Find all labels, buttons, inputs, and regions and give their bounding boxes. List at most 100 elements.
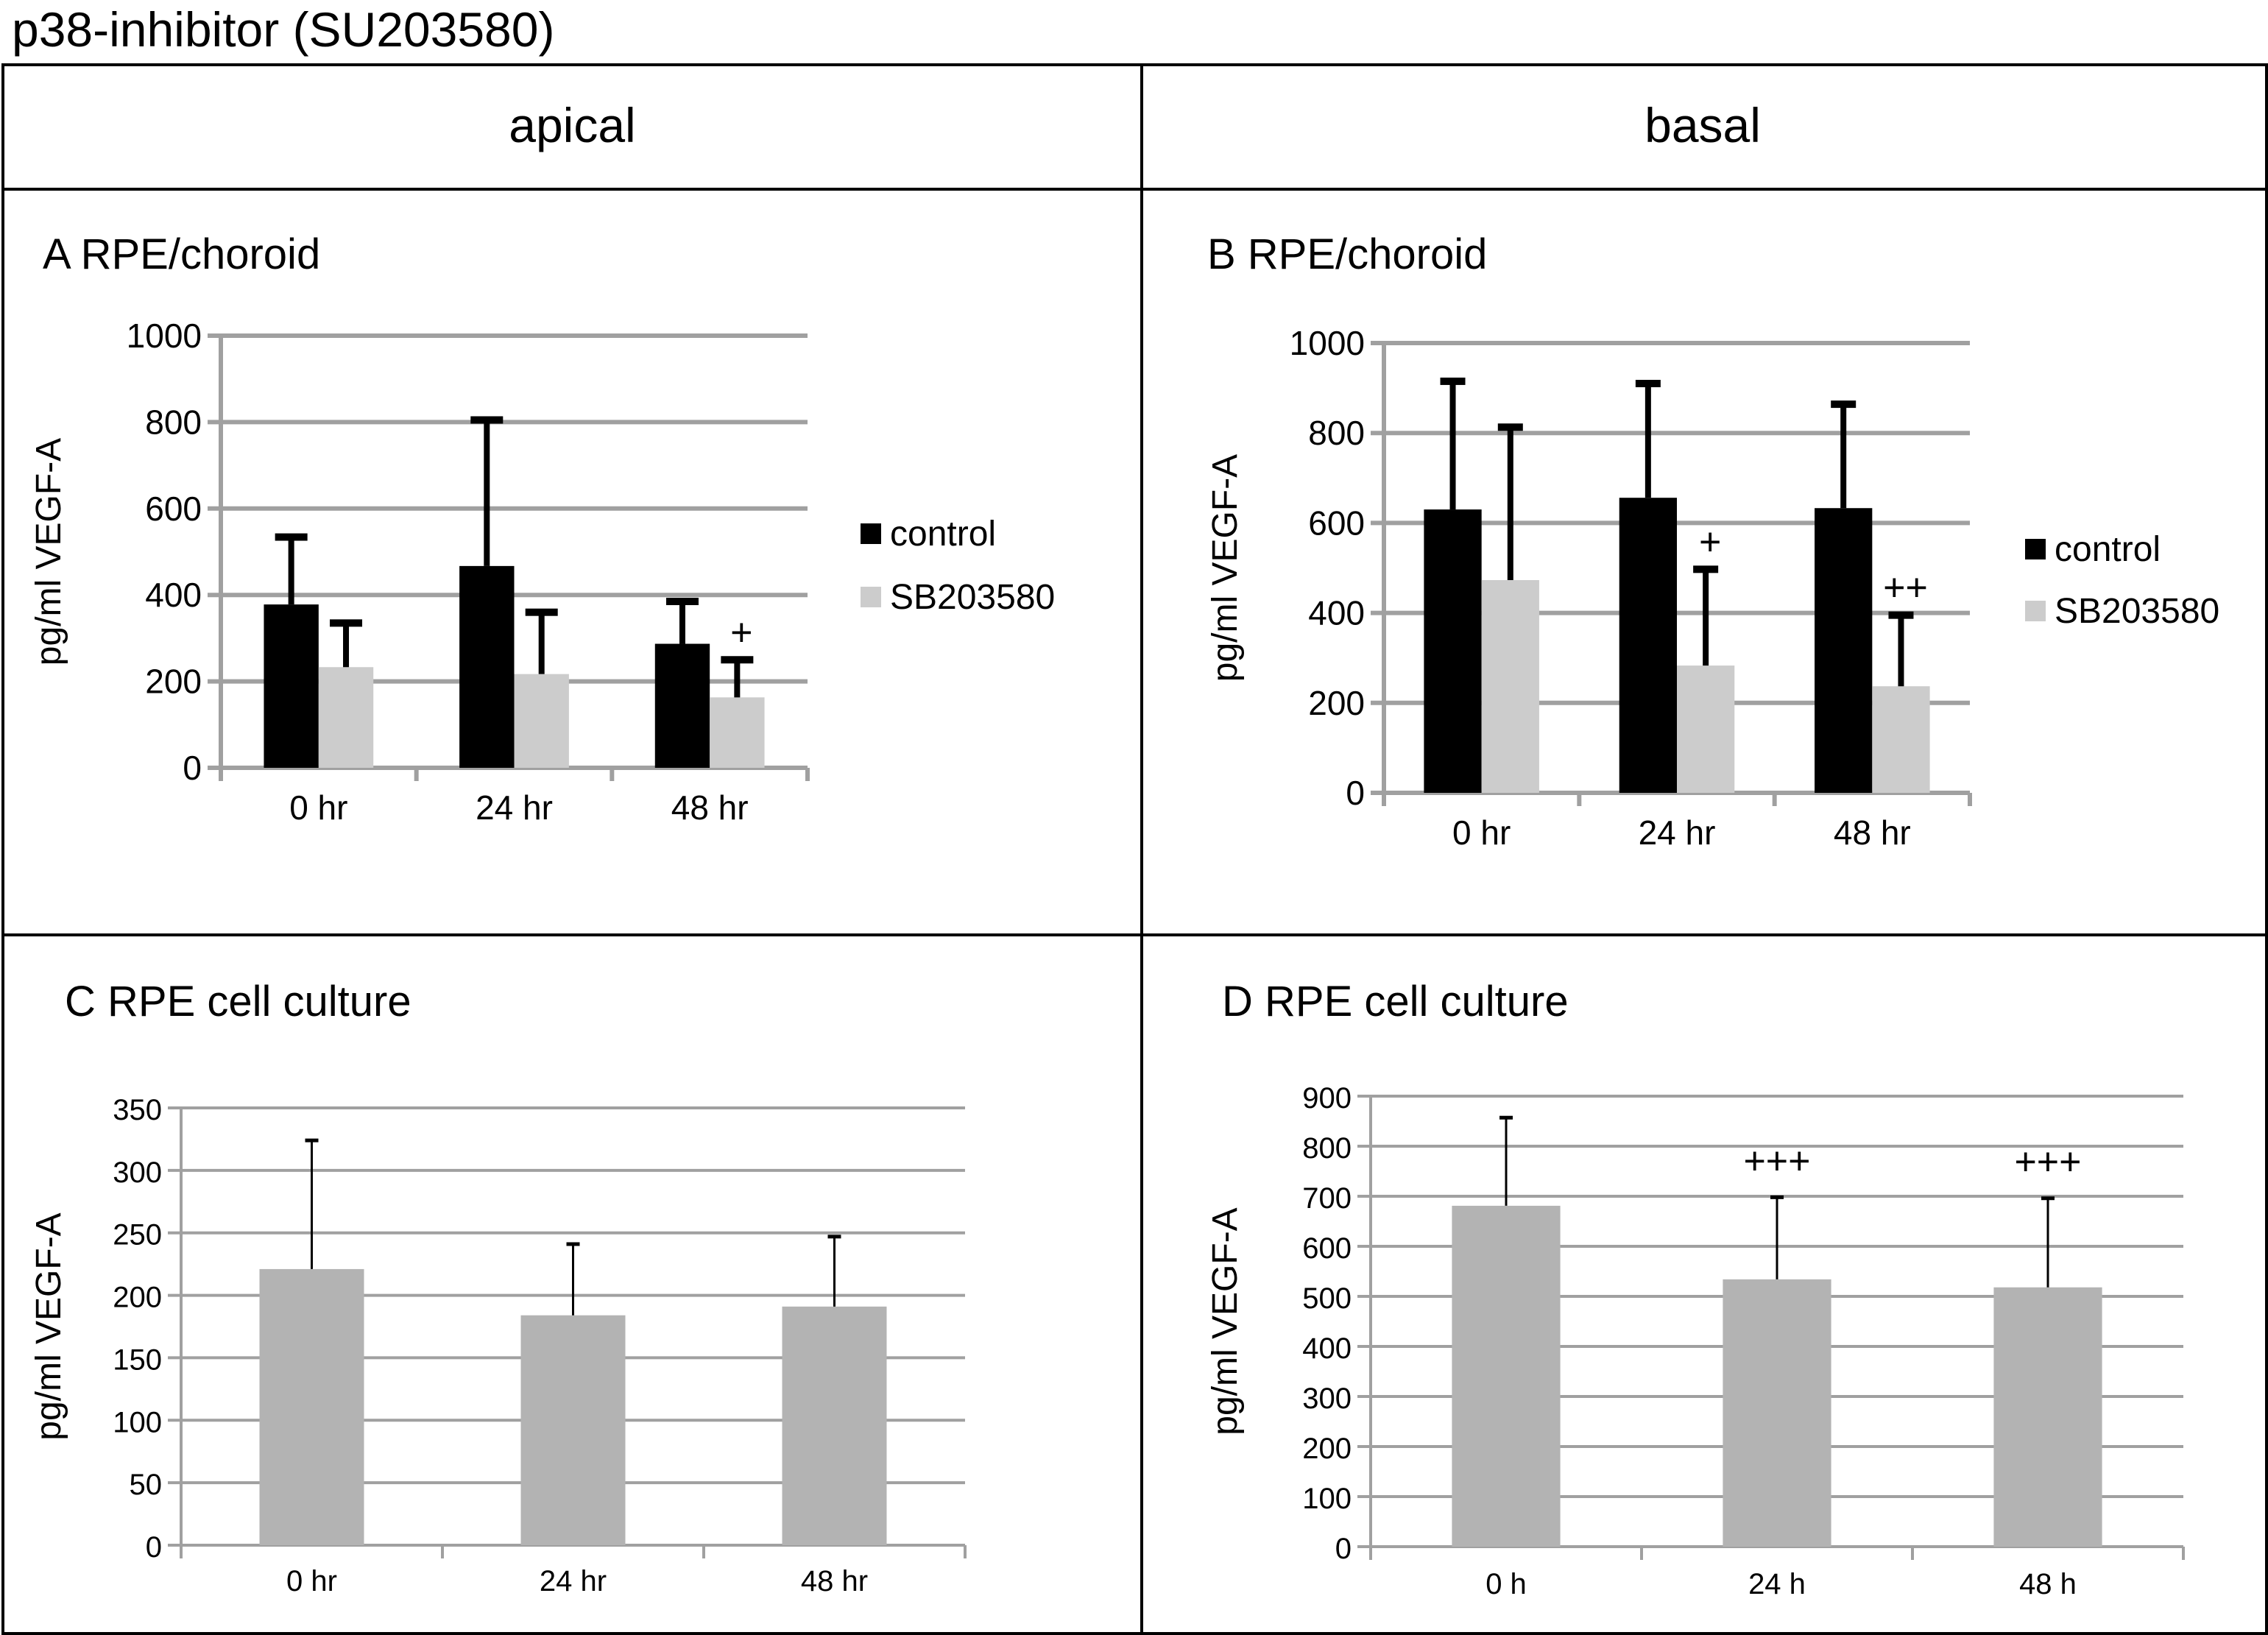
panel-b-y-tick-label: 400 [1308, 594, 1365, 632]
panel-b-y-tick-label: 600 [1308, 504, 1365, 542]
panel-c-y-tick-label: 0 [146, 1531, 162, 1564]
panel-b-legend-label: SB203580 [2055, 592, 2219, 631]
column-divider [1140, 63, 1143, 1632]
panel-b-error-cap [1440, 377, 1466, 385]
panel-b-error-cap [1497, 423, 1523, 431]
panel-a-bar-control-1 [459, 565, 515, 768]
panel-c-y-tick-label: 200 [113, 1282, 162, 1314]
panel-d-x-tick-label: 48 h [2019, 1568, 2077, 1600]
panel-b-title: B RPE/choroid [1207, 230, 1487, 278]
panel-c-x-tick-label: 48 hr [801, 1565, 868, 1597]
panel-a-legend-label: SB203580 [890, 578, 1055, 617]
panel-a-y-tick-label: 600 [145, 490, 202, 528]
panel-b-bar-control-0 [1424, 509, 1482, 793]
panel-b-bar-control-2 [1815, 508, 1873, 793]
panel-b-legend-swatch-sb203580 [2025, 601, 2046, 621]
panel-d-y-tick-label: 400 [1302, 1332, 1352, 1365]
panel-b-y-tick-label: 200 [1308, 684, 1365, 722]
panel-a-bar-sb203580-0 [318, 667, 374, 768]
panel-a-error-cap [275, 533, 308, 541]
panel-c-y-tick-label: 50 [130, 1469, 163, 1501]
panel-b-error-cap [1693, 565, 1719, 573]
panel-c-x-tick-label: 0 hr [286, 1565, 337, 1597]
panel-a-error-cap [665, 598, 699, 606]
panel-d-bar-sb203580-2 [1993, 1287, 2102, 1547]
panel-d-y-tick-label: 900 [1302, 1082, 1352, 1115]
panel-a-y-axis-label: pg/ml VEGF-A [29, 438, 68, 665]
panel-d-error-cap [1499, 1115, 1513, 1120]
panel-a-error-cap [330, 619, 363, 627]
panel-d-significance-marker: +++ [1743, 1140, 1810, 1182]
panel-d-x-tick-label: 0 h [1485, 1568, 1527, 1600]
panel-b-bar-sb203580-2 [1872, 686, 1930, 793]
panel-c-error-cap [566, 1242, 580, 1246]
panel-b-x-tick-label: 24 hr [1639, 813, 1716, 852]
panel-a-title: A RPE/choroid [43, 230, 320, 278]
panel-c-bar-sb203580-0 [259, 1268, 364, 1545]
panel-a-error-cap [470, 416, 504, 424]
panel-c-error-cap [827, 1235, 841, 1239]
panel-b-x-tick-label: 48 hr [1834, 813, 1911, 852]
panel-a-bar-sb203580-2 [710, 697, 765, 768]
panel-a-x-tick-label: 48 hr [671, 788, 749, 827]
panel-d-y-tick-label: 800 [1302, 1132, 1352, 1165]
figure-frame [1, 63, 2268, 1635]
panel-a-legend-label: control [890, 515, 996, 554]
panel-d-y-tick-label: 500 [1302, 1282, 1352, 1315]
panel-a-y-tick-label: 0 [183, 749, 202, 787]
panel-d-y-axis-label: pg/ml VEGF-A [1206, 1207, 1245, 1435]
panel-d-y-tick-label: 700 [1302, 1182, 1352, 1215]
panel-b-legend-label: control [2055, 530, 2161, 569]
panel-c-y-tick-label: 150 [113, 1343, 162, 1376]
panel-d-y-tick-label: 600 [1302, 1232, 1352, 1265]
panel-a-error-cap [721, 656, 754, 664]
panel-c-title: C RPE cell culture [65, 978, 411, 1025]
panel-c-y-tick-label: 100 [113, 1406, 162, 1438]
panel-d-error-cap [2041, 1196, 2055, 1201]
panel-c-bar-sb203580-1 [520, 1315, 626, 1545]
panel-c-y-axis-label: pg/ml VEGF-A [29, 1212, 68, 1440]
panel-a-y-tick-label: 400 [145, 576, 202, 614]
panel-b-bar-control-1 [1619, 498, 1677, 793]
panel-d-y-tick-label: 200 [1302, 1433, 1352, 1465]
panel-b-x-tick-label: 0 hr [1452, 813, 1511, 852]
row-divider [1, 933, 2265, 936]
panel-d-significance-marker: +++ [2014, 1141, 2081, 1184]
panel-c-x-tick-label: 24 hr [540, 1565, 607, 1597]
panel-a-x-tick-label: 24 hr [476, 788, 553, 827]
panel-d-bar-sb203580-1 [1723, 1279, 1831, 1547]
column-header-apical: apical [509, 98, 636, 152]
panel-d-y-tick-label: 0 [1335, 1533, 1352, 1565]
panel-d-error-cap [1770, 1195, 1784, 1199]
panel-c-y-tick-label: 300 [113, 1156, 162, 1189]
panel-a-error-cap [525, 608, 558, 616]
header-divider [1, 188, 2265, 191]
panel-b-y-axis-label: pg/ml VEGF-A [1206, 454, 1245, 682]
panel-a-y-tick-label: 200 [145, 663, 202, 701]
panel-d-y-tick-label: 100 [1302, 1483, 1352, 1515]
panel-b-error-cap [1831, 400, 1857, 409]
panel-a-bar-sb203580-1 [514, 674, 569, 768]
panel-c-error-cap [305, 1138, 319, 1143]
panel-b-bar-sb203580-1 [1677, 665, 1735, 793]
panel-a-legend-swatch-sb203580 [861, 587, 881, 607]
panel-c-y-tick-label: 250 [113, 1219, 162, 1251]
panel-a-bar-control-0 [264, 604, 319, 768]
panel-d-x-tick-label: 24 h [1748, 1568, 1806, 1600]
panel-a-y-tick-label: 1000 [127, 317, 202, 355]
panel-c-y-tick-label: 350 [113, 1094, 162, 1126]
panel-d-y-tick-label: 300 [1302, 1382, 1352, 1415]
panel-b-error-cap [1635, 379, 1661, 387]
figure-title: p38-inhibitor (SU203580) [12, 2, 555, 57]
panel-a-bar-control-2 [654, 643, 710, 768]
panel-b-y-tick-label: 1000 [1290, 324, 1365, 362]
panel-b-bar-sb203580-0 [1481, 579, 1539, 793]
column-header-basal: basal [1645, 98, 1761, 152]
panel-d-title: D RPE cell culture [1222, 978, 1569, 1025]
panel-c-bar-sb203580-2 [782, 1306, 887, 1545]
panel-d-bar-sb203580-0 [1452, 1205, 1561, 1547]
panel-b-error-cap [1888, 611, 1914, 619]
panel-b-legend-swatch-control [2025, 539, 2046, 559]
panel-b-y-tick-label: 0 [1346, 774, 1365, 812]
